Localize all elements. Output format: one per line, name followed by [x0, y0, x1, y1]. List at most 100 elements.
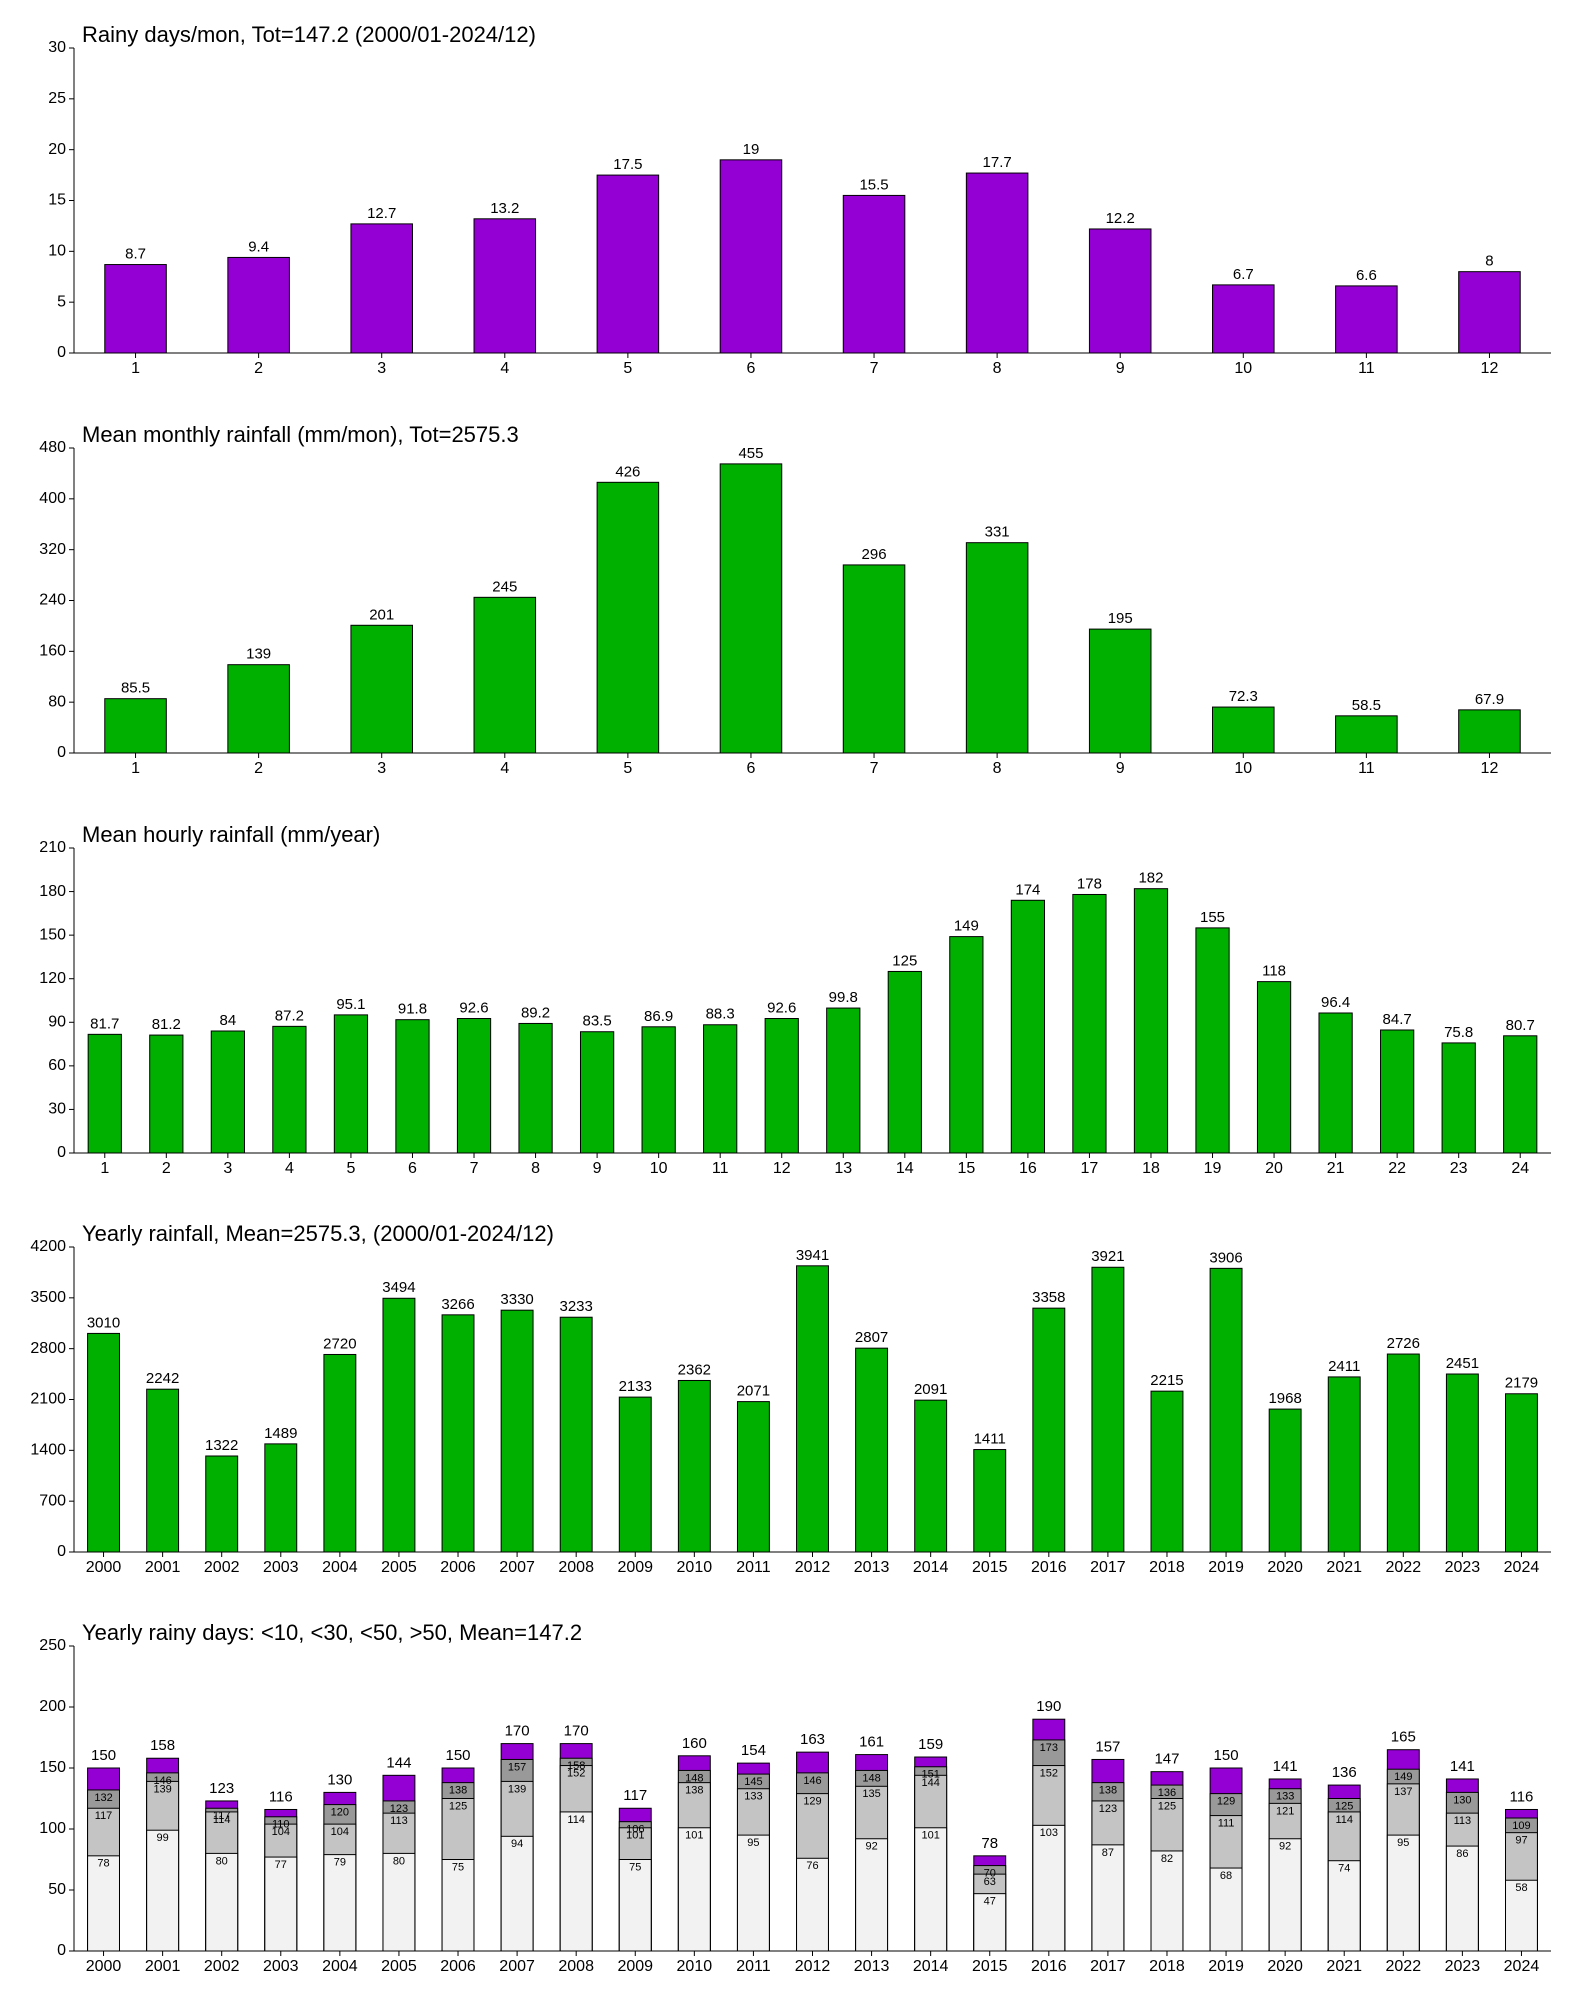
value-label: 2451 [1446, 1355, 1479, 1372]
bar [1133, 888, 1169, 1154]
x-tick-label: 6 [747, 760, 756, 777]
value-label: 3494 [382, 1279, 415, 1296]
value-label: 174 [1015, 881, 1040, 898]
bar [1318, 1012, 1353, 1154]
y-tick-label: 25 [48, 90, 66, 107]
chart-title: Yearly rainfall, Mean=2575.3, (2000/01-2… [82, 1221, 554, 1246]
segment-label: 125 [1158, 1800, 1176, 1812]
value-label: 2411 [1328, 1358, 1360, 1375]
bar [1327, 1860, 1361, 1952]
bar [1256, 981, 1292, 1154]
bar [1091, 1844, 1125, 1952]
x-tick-label: 2009 [617, 1958, 653, 1975]
bar [618, 1859, 652, 1952]
bar [1458, 709, 1521, 754]
x-tick-label: 17 [1081, 1160, 1099, 1177]
x-tick-label: 2011 [736, 1559, 771, 1576]
segment-label: 104 [331, 1826, 349, 1838]
value-label: 2071 [737, 1383, 770, 1400]
x-tick-label: 8 [531, 1160, 540, 1177]
x-tick-label: 2013 [854, 1559, 890, 1576]
y-tick-label: 0 [57, 744, 66, 761]
segment-label: 47 [984, 1896, 996, 1908]
value-label: 159 [918, 1736, 943, 1753]
value-label: 3266 [441, 1296, 474, 1313]
x-tick-label: 4 [500, 360, 509, 377]
y-tick-label: 700 [39, 1492, 66, 1509]
value-label: 161 [859, 1734, 884, 1751]
value-label: 86.9 [644, 1008, 673, 1025]
value-label: 81.7 [90, 1015, 119, 1032]
bar [441, 1859, 475, 1952]
value-label: 130 [327, 1771, 352, 1788]
segment-label: 79 [334, 1857, 346, 1869]
segment-label: 136 [1158, 1787, 1176, 1799]
x-tick-label: 2014 [913, 1559, 949, 1576]
bar [518, 1022, 553, 1154]
x-tick-label: 2012 [795, 1559, 831, 1576]
x-tick-label: 2011 [736, 1958, 771, 1975]
value-label: 165 [1391, 1729, 1416, 1746]
x-tick-label: 2024 [1504, 1958, 1540, 1975]
value-label: 116 [1509, 1788, 1533, 1805]
value-label: 158 [150, 1737, 175, 1754]
segment-label: 103 [1040, 1827, 1058, 1839]
segment-label: 87 [1102, 1847, 1114, 1859]
value-label: 8.7 [125, 246, 146, 263]
x-tick-label: 8 [993, 760, 1002, 777]
chart-title: Mean hourly rainfall (mm/year) [82, 822, 380, 847]
value-label: 2807 [855, 1329, 888, 1346]
bar [559, 1811, 593, 1952]
value-label: 150 [446, 1747, 471, 1764]
y-tick-label: 1400 [30, 1442, 66, 1459]
value-label: 123 [209, 1780, 234, 1797]
y-tick-label: 100 [39, 1820, 66, 1837]
x-tick-label: 2006 [440, 1958, 476, 1975]
value-label: 19 [743, 141, 760, 158]
x-tick-label: 22 [1388, 1160, 1406, 1177]
value-label: 2362 [678, 1361, 711, 1378]
x-tick-label: 14 [896, 1160, 914, 1177]
bar [1445, 1373, 1479, 1553]
value-label: 2091 [914, 1381, 947, 1398]
segment-label: 133 [1276, 1791, 1294, 1803]
segment-label: 146 [803, 1775, 821, 1787]
x-tick-label: 9 [1116, 360, 1125, 377]
y-tick-label: 30 [48, 39, 66, 56]
y-tick-label: 150 [39, 1759, 66, 1776]
x-tick-label: 5 [623, 360, 632, 377]
segment-label: 151 [921, 1769, 939, 1781]
x-tick-label: 2018 [1149, 1559, 1185, 1576]
y-tick-label: 20 [48, 141, 66, 158]
value-label: 81.2 [152, 1016, 181, 1033]
segment-label: 148 [862, 1772, 880, 1784]
bar [641, 1026, 676, 1154]
value-label: 99.8 [829, 989, 858, 1006]
y-tick-label: 400 [39, 490, 66, 507]
value-label: 80.7 [1506, 1017, 1535, 1034]
bar [719, 159, 783, 354]
x-tick-label: 2019 [1208, 1958, 1244, 1975]
value-label: 141 [1450, 1758, 1475, 1775]
value-label: 84 [220, 1012, 237, 1029]
bar [965, 172, 1029, 354]
segment-label: 139 [153, 1783, 171, 1795]
x-tick-label: 1 [100, 1160, 109, 1177]
x-tick-label: 2000 [86, 1958, 122, 1975]
segment-label: 75 [629, 1861, 641, 1873]
value-label: 2133 [619, 1378, 652, 1395]
x-tick-label: 2013 [854, 1958, 890, 1975]
x-tick-label: 4 [285, 1160, 294, 1177]
y-tick-label: 80 [48, 693, 66, 710]
value-label: 182 [1138, 870, 1163, 887]
segment-label: 110 [272, 1819, 290, 1831]
x-tick-label: 23 [1450, 1160, 1468, 1177]
x-tick-label: 2020 [1267, 1559, 1303, 1576]
segment-label: 138 [685, 1785, 703, 1797]
x-tick-label: 2019 [1208, 1559, 1244, 1576]
y-tick-label: 0 [57, 1942, 66, 1959]
segment-label: 158 [567, 1760, 585, 1772]
bar [1212, 706, 1275, 754]
x-tick-label: 2 [162, 1160, 171, 1177]
x-tick-label: 2022 [1386, 1559, 1422, 1576]
